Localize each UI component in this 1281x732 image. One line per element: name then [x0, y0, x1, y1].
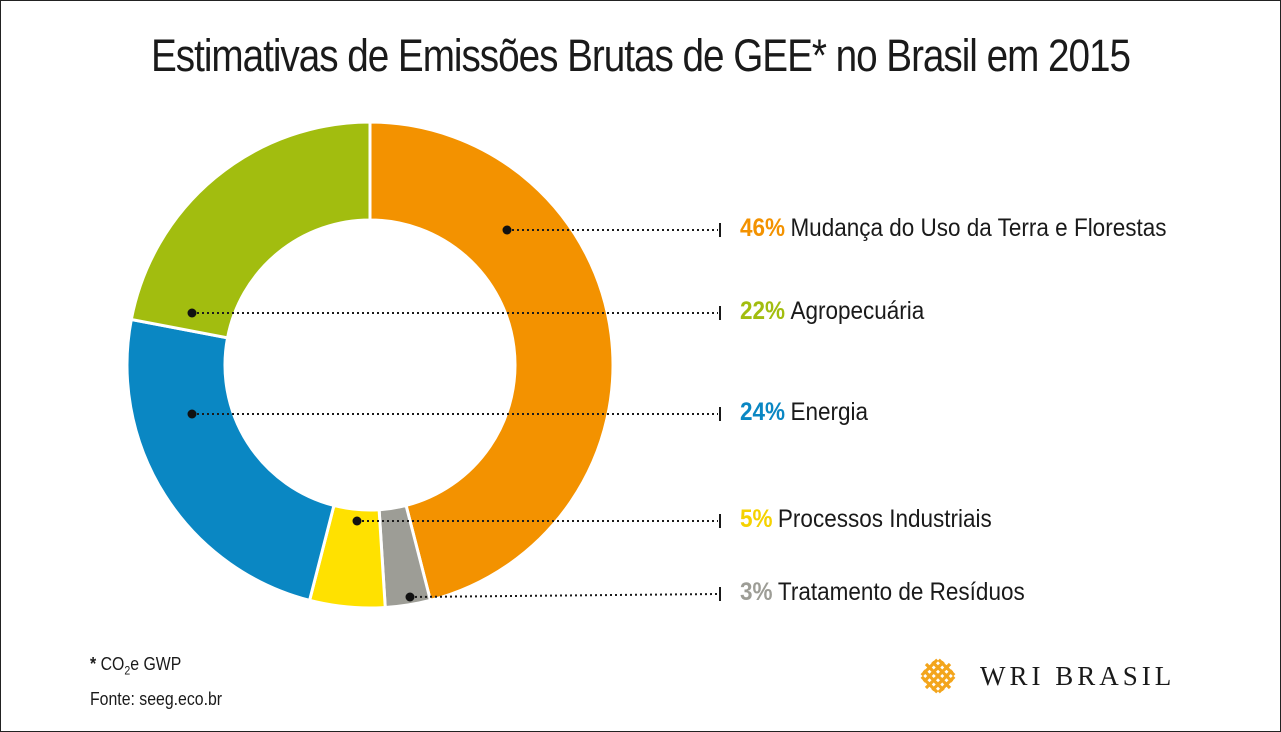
legend-item-3: 24% Energia [740, 398, 868, 427]
legend-item-2: 5% Processos Industriais [740, 505, 992, 534]
logo-strand [931, 669, 954, 692]
leader-dot-1 [405, 592, 415, 602]
legend-pct-1: 3% [740, 578, 773, 606]
logo-strand [937, 675, 956, 694]
leader-dot-2 [352, 516, 362, 526]
legend-pct-2: 5% [740, 505, 773, 533]
legend-pct-0: 46% [740, 214, 786, 242]
legend-label-1: Tratamento de Resíduos [777, 578, 1025, 606]
legend-item-1: 3% Tratamento de Resíduos [740, 578, 1025, 607]
legend-item-4: 22% Agropecuária [740, 297, 924, 326]
legend-pct-4: 22% [740, 297, 786, 325]
wri-logo: WRI BRASIL [910, 648, 1175, 704]
legend-label-0: Mudança do Uso da Terra e Florestas [790, 214, 1167, 242]
leader-line-1 [409, 593, 719, 598]
logo-strand [922, 669, 945, 692]
legend-item-0: 46% Mudança do Uso da Terra e Florestas [740, 214, 1166, 243]
leader-dot-0 [502, 225, 512, 235]
legend-label-4: Agropecuária [790, 297, 925, 325]
footnote-source: Fonte: seeg.eco.br [90, 688, 223, 709]
legend-label-2: Processos Industriais [777, 505, 992, 533]
donut-slice-4 [129, 120, 372, 340]
logo-strand [920, 675, 939, 694]
footnote-gwp: * CO2e GWP [90, 654, 182, 678]
donut-slice-3 [125, 317, 336, 603]
legend-pct-3: 24% [740, 398, 786, 426]
footnote: * CO2e GWP Fonte: seeg.eco.br [90, 650, 222, 713]
donut-slice-0 [368, 120, 615, 603]
legend-label-3: Energia [790, 398, 868, 426]
leader-dot-4 [187, 308, 197, 318]
logo-text: WRI BRASIL [980, 660, 1176, 691]
leader-dot-3 [187, 409, 197, 419]
wri-knot-logo-icon [920, 658, 956, 694]
logo-strand [924, 662, 952, 690]
chart-title: Estimativas de Emissões Brutas de GEE* n… [151, 30, 1131, 81]
